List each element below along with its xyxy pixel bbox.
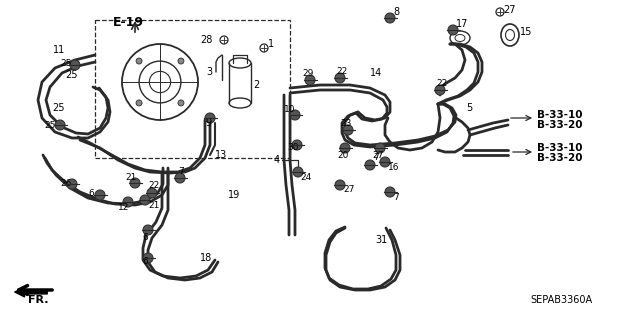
Text: 8: 8 (393, 7, 399, 17)
Text: E-19: E-19 (113, 16, 144, 28)
Text: FR.: FR. (28, 295, 49, 305)
Text: 10: 10 (284, 106, 296, 115)
Circle shape (290, 110, 300, 120)
Circle shape (136, 58, 142, 64)
Text: 23: 23 (340, 118, 351, 128)
Circle shape (178, 100, 184, 106)
Text: 25: 25 (65, 70, 77, 80)
Circle shape (130, 178, 140, 188)
Bar (95, 20, 290, 158)
Text: B-33-20: B-33-20 (537, 153, 582, 163)
Text: 1: 1 (268, 39, 274, 49)
Text: 26: 26 (60, 179, 72, 188)
Circle shape (175, 173, 185, 183)
Text: B-33-10: B-33-10 (537, 110, 582, 120)
Circle shape (385, 187, 395, 197)
Circle shape (140, 195, 150, 205)
Text: 13: 13 (215, 150, 227, 160)
Circle shape (292, 140, 302, 150)
Circle shape (385, 13, 395, 23)
Text: 25: 25 (60, 58, 72, 68)
Circle shape (293, 167, 303, 177)
Text: SEPAB3360A: SEPAB3360A (530, 295, 592, 305)
Circle shape (496, 8, 504, 16)
Text: 22: 22 (336, 66, 348, 76)
Text: 7: 7 (178, 167, 184, 175)
Text: B-33-20: B-33-20 (537, 120, 582, 130)
Circle shape (220, 36, 228, 44)
Circle shape (70, 60, 80, 70)
Text: 9: 9 (205, 118, 211, 128)
Text: 28: 28 (200, 35, 212, 45)
Circle shape (335, 180, 345, 190)
Text: B-33-10: B-33-10 (537, 143, 582, 153)
Text: 27: 27 (343, 186, 355, 195)
Text: 4: 4 (274, 155, 280, 165)
Text: 21: 21 (148, 202, 159, 211)
Circle shape (178, 58, 184, 64)
Circle shape (343, 125, 353, 135)
Text: 25: 25 (52, 103, 65, 113)
Text: 21: 21 (125, 174, 136, 182)
Text: 14: 14 (370, 68, 382, 78)
Circle shape (260, 44, 268, 52)
Circle shape (335, 73, 345, 83)
Text: 7: 7 (373, 153, 379, 162)
Text: 24: 24 (300, 174, 311, 182)
Text: 6: 6 (142, 234, 148, 242)
Circle shape (448, 25, 458, 35)
Text: 16: 16 (388, 164, 399, 173)
Circle shape (143, 225, 153, 235)
Circle shape (147, 188, 157, 198)
Circle shape (55, 120, 65, 130)
Circle shape (205, 113, 215, 123)
Text: 31: 31 (375, 235, 387, 245)
Text: 17: 17 (456, 19, 468, 29)
Circle shape (435, 85, 445, 95)
Text: 22: 22 (148, 182, 159, 190)
Text: 3: 3 (206, 67, 212, 77)
Text: 20: 20 (337, 151, 348, 160)
Text: 7: 7 (393, 194, 399, 203)
Text: 18: 18 (200, 253, 212, 263)
Circle shape (375, 143, 385, 153)
Circle shape (136, 100, 142, 106)
Text: 6: 6 (142, 257, 148, 266)
Text: 6: 6 (88, 189, 93, 197)
Text: 19: 19 (228, 190, 240, 200)
Circle shape (365, 160, 375, 170)
Text: 5: 5 (466, 103, 472, 113)
Circle shape (67, 179, 77, 189)
Circle shape (305, 75, 315, 85)
Text: 25: 25 (44, 122, 56, 130)
Text: 22: 22 (436, 78, 447, 87)
Circle shape (143, 253, 153, 263)
Text: 2: 2 (253, 80, 259, 90)
Text: 15: 15 (520, 27, 532, 37)
Text: 11: 11 (53, 45, 65, 55)
Circle shape (123, 197, 133, 207)
Circle shape (95, 190, 105, 200)
Text: 12: 12 (118, 204, 129, 212)
Circle shape (340, 143, 350, 153)
Text: 29: 29 (302, 69, 314, 78)
Circle shape (380, 157, 390, 167)
Text: 27: 27 (503, 5, 515, 15)
Text: 30: 30 (287, 144, 298, 152)
Text: 27: 27 (372, 151, 383, 160)
